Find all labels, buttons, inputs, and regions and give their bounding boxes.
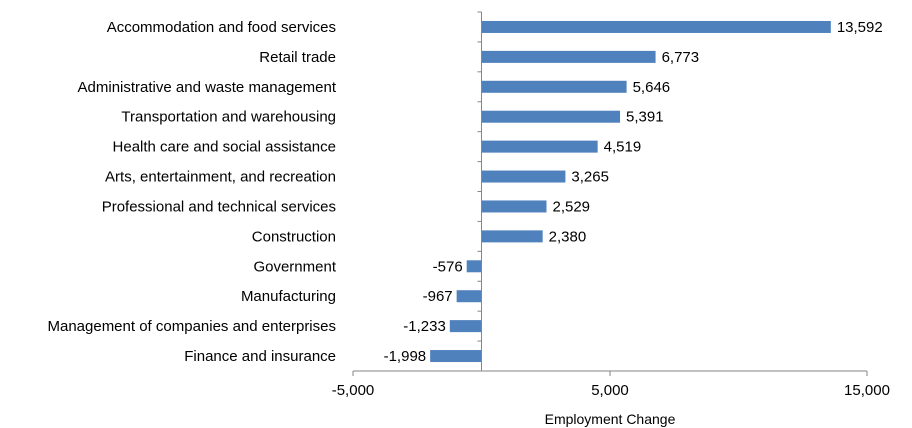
- bar: [481, 20, 831, 33]
- bar: [481, 110, 621, 123]
- category-label: Health care and social assistance: [113, 139, 336, 156]
- bar: [481, 170, 566, 183]
- data-label: -576: [433, 258, 463, 275]
- bar: [430, 350, 482, 363]
- bar-group: [430, 20, 831, 363]
- category-label: Transportation and warehousing: [121, 109, 336, 126]
- data-label: 3,265: [571, 169, 609, 186]
- category-label: Government: [253, 258, 336, 275]
- data-label: 5,646: [633, 79, 671, 96]
- x-tick-group: -5,000 5,000 15,000: [332, 371, 890, 399]
- data-label: 13,592: [837, 19, 883, 36]
- x-tick-label: 5,000: [591, 382, 629, 399]
- category-label: Finance and insurance: [184, 348, 336, 365]
- category-label: Accommodation and food services: [107, 19, 336, 36]
- category-label: Arts, entertainment, and recreation: [105, 169, 336, 186]
- bar: [481, 200, 547, 213]
- data-label: -967: [423, 288, 453, 305]
- bar: [449, 320, 482, 333]
- category-label: Manufacturing: [241, 288, 336, 305]
- data-label: 6,773: [662, 49, 700, 66]
- bar: [466, 260, 482, 273]
- bar: [481, 50, 656, 63]
- x-axis-title: Employment Change: [545, 411, 676, 427]
- category-label: Retail trade: [259, 49, 336, 66]
- bar: [456, 290, 482, 303]
- category-label: Construction: [252, 228, 336, 245]
- data-label: 2,529: [552, 198, 590, 215]
- data-label: 2,380: [549, 228, 587, 245]
- bar: [481, 140, 598, 153]
- data-label: -1,233: [403, 318, 446, 335]
- bar: [481, 80, 627, 93]
- category-label: Management of companies and enterprises: [47, 318, 336, 335]
- data-label: 4,519: [604, 139, 642, 156]
- data-label: 5,391: [626, 109, 664, 126]
- x-tick-label: 15,000: [844, 382, 890, 399]
- category-label: Professional and technical services: [102, 198, 336, 215]
- bar: [481, 230, 543, 243]
- category-label: Administrative and waste management: [78, 79, 337, 96]
- x-tick-label: -5,000: [332, 382, 375, 399]
- data-label-group: 13,592 6,773 5,646 5,391 4,519 3,265 2,529 2,38…: [384, 19, 883, 365]
- data-label: -1,998: [384, 348, 427, 365]
- category-label-group: Accommodation and food services Retail tr…: [47, 19, 336, 365]
